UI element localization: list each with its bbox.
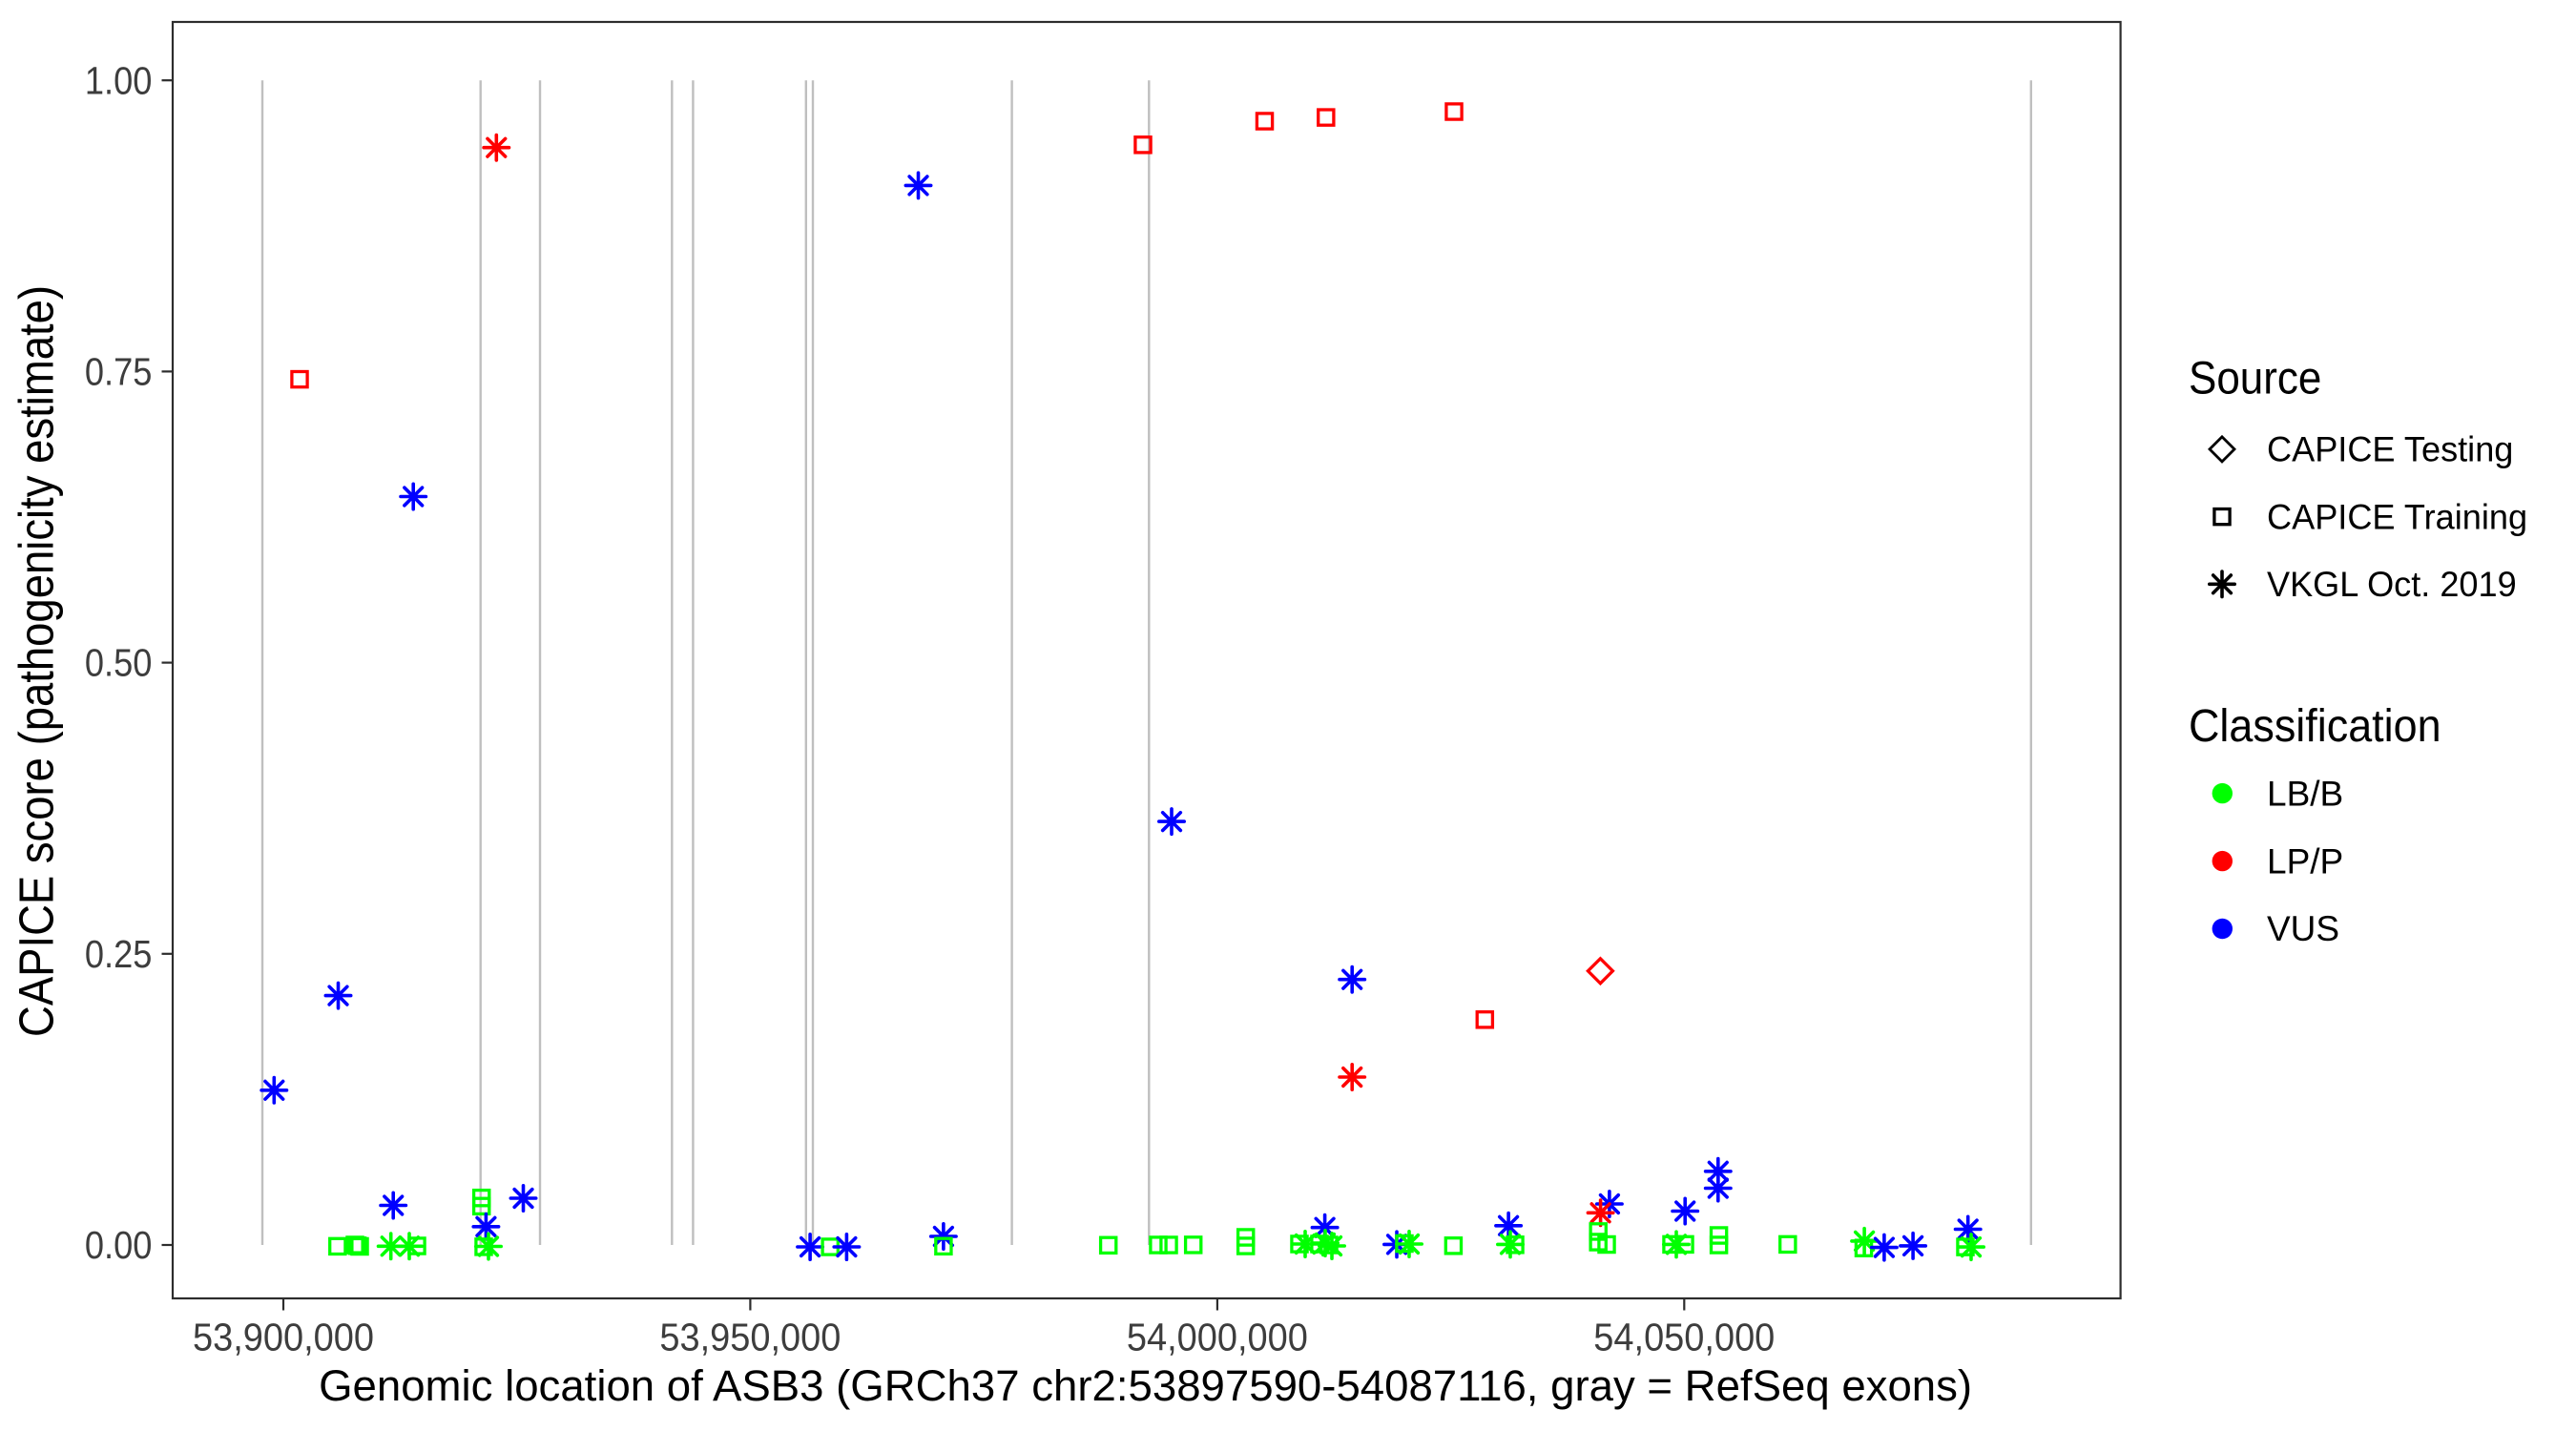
svg-text:0.75: 0.75	[85, 350, 153, 394]
svg-text:CAPICE Training: CAPICE Training	[2267, 497, 2527, 536]
svg-text:Source: Source	[2189, 354, 2321, 404]
svg-text:LP/P: LP/P	[2267, 841, 2343, 881]
svg-text:Genomic location of ASB3 (GRCh: Genomic location of ASB3 (GRCh37 chr2:53…	[319, 1361, 1972, 1410]
svg-text:0.50: 0.50	[85, 641, 153, 685]
svg-text:VUS: VUS	[2267, 909, 2339, 948]
svg-text:53,900,000: 53,900,000	[193, 1315, 374, 1358]
svg-text:54,050,000: 54,050,000	[1593, 1315, 1775, 1358]
svg-text:54,000,000: 54,000,000	[1127, 1315, 1308, 1358]
svg-text:0.25: 0.25	[85, 932, 153, 976]
svg-text:53,950,000: 53,950,000	[659, 1315, 841, 1358]
svg-text:CAPICE score (pathogenicity es: CAPICE score (pathogenicity estimate)	[10, 285, 64, 1037]
svg-text:Classification: Classification	[2189, 701, 2441, 752]
svg-text:0.00: 0.00	[85, 1223, 153, 1267]
svg-text:1.00: 1.00	[85, 58, 153, 102]
svg-text:LB/B: LB/B	[2267, 774, 2343, 813]
svg-text:VKGL Oct. 2019: VKGL Oct. 2019	[2267, 565, 2517, 604]
svg-text:CAPICE Testing: CAPICE Testing	[2267, 430, 2513, 469]
